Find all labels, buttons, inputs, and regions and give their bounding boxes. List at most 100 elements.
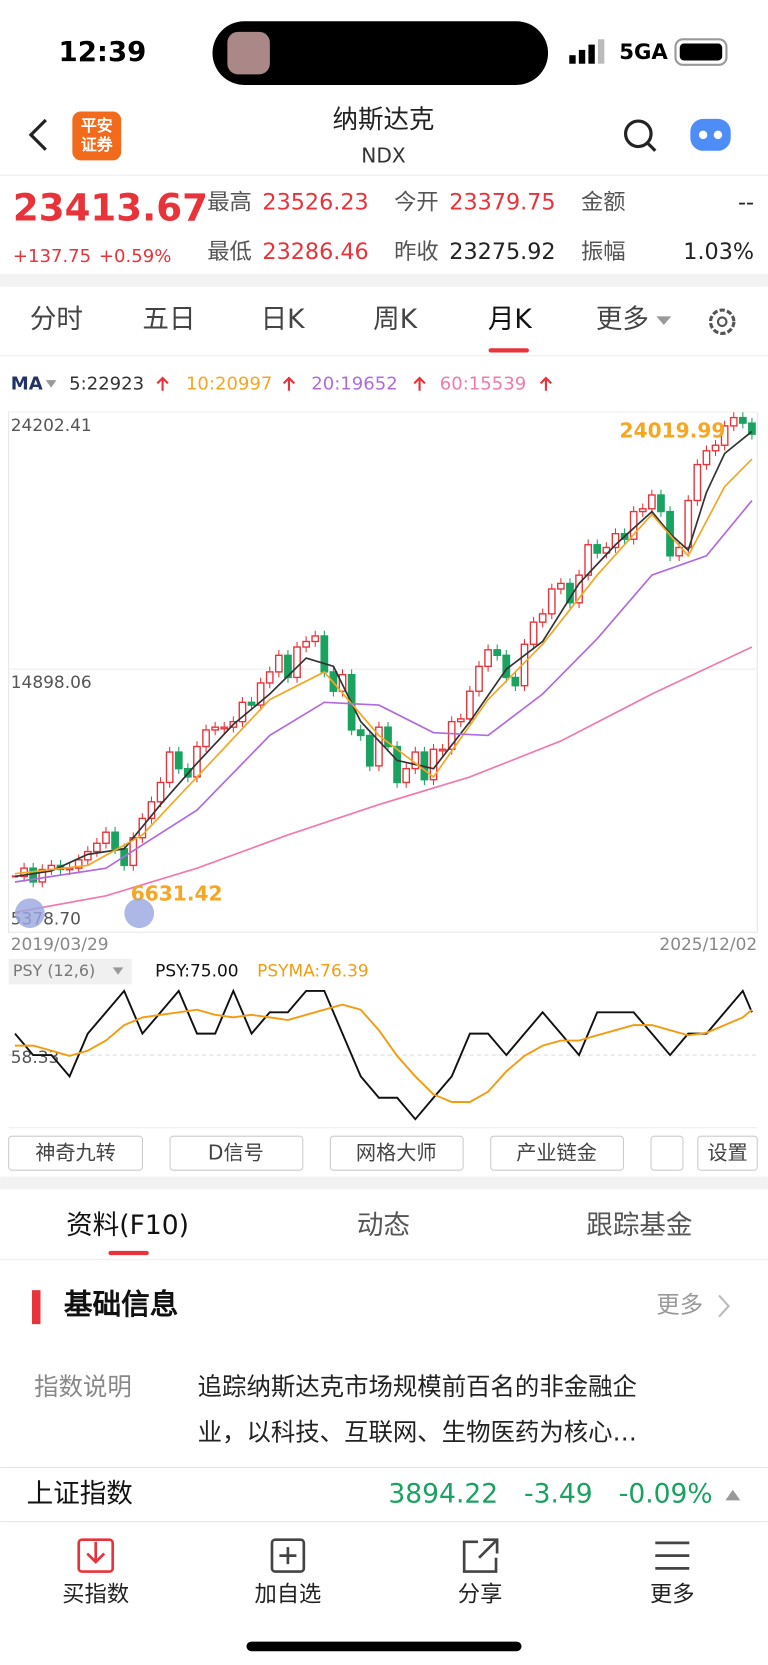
ma-item: 10:20997 <box>186 373 272 394</box>
candle <box>302 640 311 648</box>
settings[interactable] <box>708 308 736 336</box>
candle <box>748 422 756 435</box>
section-marker <box>31 1290 41 1325</box>
title: 纳斯达克 <box>333 105 435 135</box>
dropdown <box>45 380 57 388</box>
candle <box>102 831 110 844</box>
candle <box>211 726 220 731</box>
y-tick-label: 14898.06 <box>11 673 92 693</box>
candle <box>638 508 647 513</box>
tab[interactable]: 五日 <box>142 304 195 335</box>
candle <box>274 654 283 673</box>
broker-logo[interactable] <box>72 111 122 161</box>
ticker-change: -3.49 <box>524 1479 593 1510</box>
change-pct: +0.59% <box>99 246 171 267</box>
candle <box>538 613 547 623</box>
x-start: 2019/03/29 <box>11 935 109 955</box>
icon-add <box>270 1538 306 1573</box>
candle <box>238 701 247 723</box>
dropdown <box>112 967 124 975</box>
tab-underline <box>488 348 529 353</box>
tab-active[interactable]: 月K <box>488 304 533 335</box>
dynamic-island <box>212 21 549 85</box>
candle <box>375 726 383 767</box>
line <box>14 988 753 1121</box>
candle <box>320 635 329 673</box>
tool-label: 网格大师 <box>356 1141 437 1165</box>
candle <box>365 734 374 767</box>
icon-more <box>655 1541 690 1570</box>
candle <box>311 635 320 643</box>
tool-label: 设置 <box>707 1141 747 1165</box>
candle <box>356 729 365 737</box>
tool-button[interactable] <box>8 1135 143 1171</box>
candle <box>675 546 684 557</box>
line <box>14 430 753 878</box>
nav-label[interactable]: 更多 <box>650 1581 695 1607</box>
field-value: -- <box>738 189 754 215</box>
candle <box>511 676 520 687</box>
candle <box>147 801 156 820</box>
broker-line: 证券 <box>81 135 114 154</box>
candle <box>702 450 711 466</box>
candle <box>557 582 565 590</box>
spacer <box>0 1176 768 1190</box>
candle <box>202 729 210 748</box>
candle <box>38 868 47 883</box>
tool-button[interactable] <box>697 1135 758 1171</box>
row-text: 业，以科技、互联网、生物医药为核心… <box>198 1418 637 1447</box>
info-tab-active[interactable]: 资料(F10) <box>66 1210 189 1241</box>
tool-button[interactable] <box>329 1135 464 1171</box>
info-tab[interactable]: 动态 <box>357 1210 410 1241</box>
candle <box>529 621 538 645</box>
ma-item: 20:19652 <box>311 373 397 394</box>
candle <box>438 748 447 752</box>
spacer <box>0 273 768 287</box>
time: 12:39 <box>59 35 147 68</box>
tab-underline <box>108 1250 149 1256</box>
tab[interactable]: 更多 <box>596 304 649 335</box>
field-value: 23286.46 <box>262 239 368 265</box>
psy-legend: PSY:75.00 <box>155 962 238 982</box>
field-label: 昨收 <box>394 239 439 265</box>
section-more[interactable]: 更多 <box>656 1291 703 1319</box>
info-tab[interactable]: 跟踪基金 <box>586 1210 692 1241</box>
candle <box>174 751 183 770</box>
ma-item: 5:22923 <box>69 373 144 394</box>
line <box>14 646 753 914</box>
tab[interactable]: 分时 <box>30 304 83 335</box>
float-button <box>15 898 45 929</box>
tool-button[interactable] <box>650 1135 684 1171</box>
candle <box>456 718 465 723</box>
tab[interactable]: 周K <box>373 304 418 335</box>
nav-label[interactable]: 买指数 <box>62 1581 129 1607</box>
nav-label[interactable]: 加自选 <box>254 1581 321 1607</box>
candle <box>284 654 292 679</box>
ma-item: 60:15539 <box>440 373 526 394</box>
network: 5GA <box>619 40 668 65</box>
field-value: 23275.92 <box>449 239 555 265</box>
ticker-price: 3894.22 <box>388 1479 498 1510</box>
psy-selector[interactable] <box>8 958 132 985</box>
line <box>15 1003 753 1103</box>
candle <box>493 649 502 657</box>
candle <box>265 671 274 684</box>
price: 23413.67 <box>13 187 208 230</box>
line <box>14 500 753 883</box>
candle <box>693 463 702 502</box>
ticker-name[interactable]: 上证指数 <box>27 1479 133 1510</box>
battery-level <box>679 43 723 61</box>
search[interactable] <box>623 119 657 152</box>
expand[interactable] <box>725 1489 741 1501</box>
assistant[interactable] <box>690 118 731 151</box>
ma-label: MA <box>11 373 43 394</box>
section-title: 基础信息 <box>64 1287 179 1321</box>
tab[interactable]: 日K <box>261 304 306 335</box>
back[interactable] <box>28 118 47 151</box>
psy-legend: PSYMA:76.39 <box>257 962 369 982</box>
tool-button[interactable] <box>490 1135 624 1171</box>
home-indicator <box>246 1641 522 1652</box>
candle <box>584 544 593 576</box>
nav-label[interactable]: 分享 <box>458 1581 503 1607</box>
tool-button[interactable] <box>169 1135 304 1171</box>
